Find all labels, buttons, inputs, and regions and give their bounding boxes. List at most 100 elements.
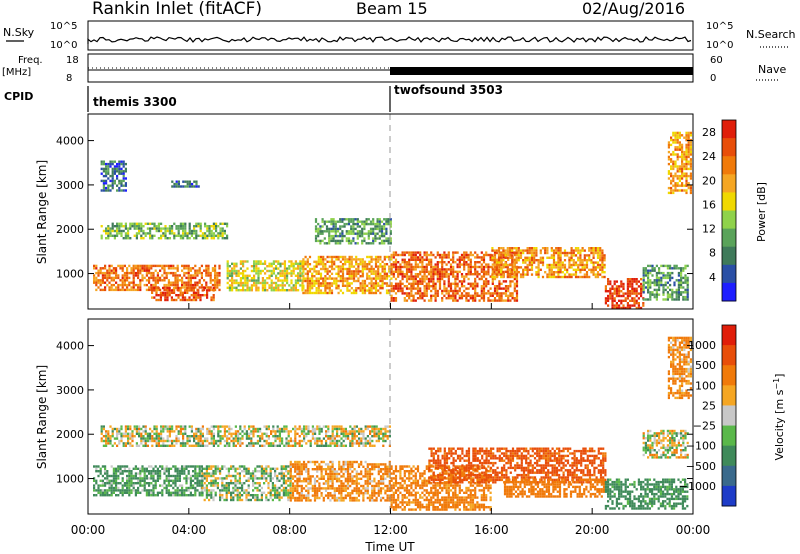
velocity-cell [194, 494, 197, 497]
power-cell [151, 234, 154, 237]
power-cell [685, 189, 688, 192]
power-colorbar-tick: 12 [702, 223, 716, 236]
power-cell [511, 261, 514, 264]
power-cell [658, 286, 661, 289]
power-cell [563, 249, 567, 252]
power-cell [328, 265, 331, 268]
velocity-cell [210, 432, 213, 435]
power-cell [570, 249, 573, 252]
power-heatmap [93, 131, 692, 309]
power-cell [385, 227, 388, 231]
power-cell [192, 291, 195, 294]
power-cell [392, 287, 395, 290]
power-cell [644, 269, 647, 272]
power-cell [181, 276, 184, 280]
velocity-cell [272, 427, 275, 431]
velocity-cell [358, 444, 361, 447]
velocity-cell [172, 474, 175, 478]
power-cell [452, 258, 455, 261]
power-cell [550, 275, 553, 279]
power-cell [354, 232, 357, 235]
power-cell [330, 272, 334, 275]
power-cell [673, 291, 676, 294]
power-cell [372, 227, 375, 231]
velocity-cell [150, 482, 153, 485]
power-cell [649, 279, 652, 282]
power-cell [121, 264, 124, 268]
velocity-cell [327, 425, 330, 428]
power-cell [335, 277, 338, 280]
power-cell [519, 254, 523, 257]
power-cell [680, 279, 683, 282]
velocity-cell [153, 427, 156, 431]
power-cell [193, 237, 196, 240]
power-cell [392, 263, 395, 266]
power-cell [346, 267, 349, 271]
power-cell [438, 282, 442, 285]
power-cell [185, 283, 188, 287]
power-cell [368, 263, 371, 266]
velocity-cell [307, 427, 310, 431]
power-cell [615, 294, 618, 298]
power-cell [374, 272, 378, 275]
velocity-cell [145, 474, 148, 478]
power-cell [482, 297, 486, 300]
power-cell [302, 284, 305, 287]
power-cell [609, 290, 612, 293]
velocity-cell [120, 437, 123, 440]
power-cell [168, 286, 171, 290]
velocity-cell [163, 486, 166, 490]
velocity-cell [139, 477, 142, 480]
velocity-cell [120, 435, 123, 438]
velocity-cell [153, 425, 156, 428]
power-cell [456, 292, 459, 295]
velocity-cell [366, 439, 369, 443]
power-cell [363, 265, 367, 268]
power-cell [133, 222, 136, 225]
power-cell [502, 292, 505, 295]
power-cell [454, 297, 457, 300]
velocity-cell [142, 444, 145, 447]
power-cell [383, 258, 386, 261]
velocity-cell [256, 435, 259, 438]
power-cell [161, 274, 164, 277]
power-cell [387, 220, 390, 223]
power-cell [401, 253, 404, 257]
power-cell [141, 279, 144, 282]
power-cell [683, 167, 686, 171]
power-cell [482, 275, 486, 278]
power-cell [491, 254, 494, 257]
power-cell [550, 273, 553, 276]
power-cell [458, 297, 461, 300]
velocity-cell [278, 437, 281, 440]
power-cell [101, 288, 104, 292]
velocity-cell [187, 486, 190, 490]
power-cell [681, 170, 684, 173]
power-cell [166, 229, 169, 233]
velocity-cell [117, 474, 120, 478]
power-cell [631, 278, 634, 281]
power-cell [410, 251, 413, 254]
velocity-cell [171, 425, 174, 428]
power-cell [410, 292, 413, 295]
power-cell [281, 272, 284, 275]
power-cell [674, 189, 677, 192]
power-cell [458, 256, 461, 259]
power-cell [642, 276, 645, 280]
power-cell [235, 289, 238, 292]
velocity-cell [364, 425, 367, 428]
power-cell [588, 259, 591, 262]
power-cell [175, 294, 178, 297]
power-cell [122, 174, 125, 178]
velocity-cell [168, 427, 171, 431]
power-cell [583, 266, 586, 269]
velocity-cell [347, 437, 350, 440]
velocity-cell [318, 427, 321, 431]
power-cell [118, 222, 121, 225]
velocity-cell [210, 482, 213, 485]
velocity-cell [382, 439, 385, 443]
velocity-cell [126, 484, 129, 487]
velocity-cell [134, 494, 137, 497]
power-cell [572, 273, 575, 276]
power-cell [583, 254, 586, 257]
